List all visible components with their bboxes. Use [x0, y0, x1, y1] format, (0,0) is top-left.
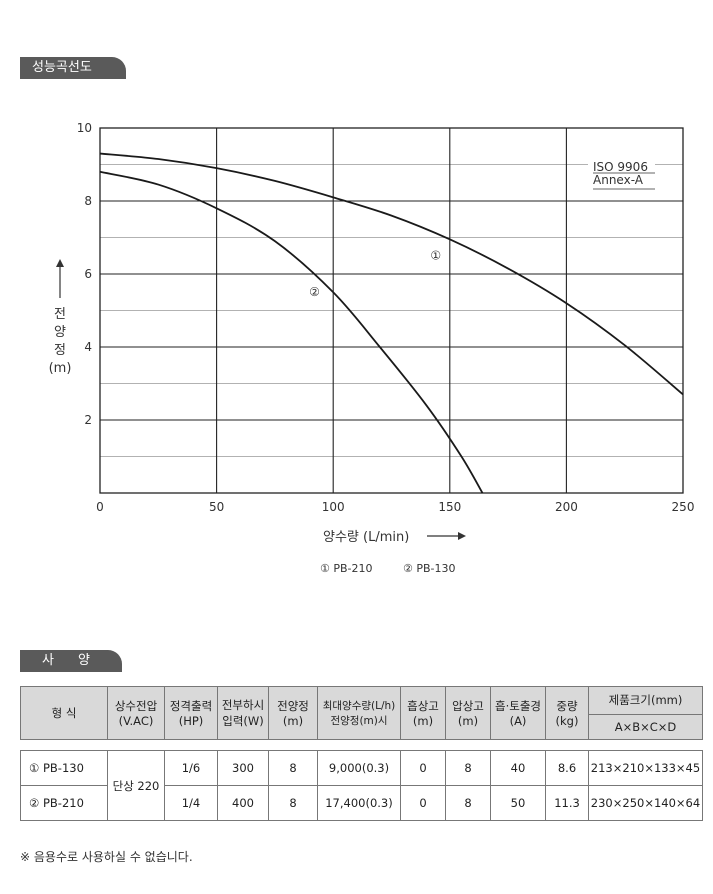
x-tick-label: 150	[438, 500, 461, 514]
cell-pressure: 8	[445, 785, 491, 821]
series-line-1	[99, 152, 684, 396]
header-rated-output: 정격출력 (HP)	[164, 686, 218, 740]
header-voltage: 상수전압 (V.AC)	[107, 686, 165, 740]
chart-grid	[99, 127, 684, 494]
cell-port: 50	[490, 785, 546, 821]
cell-size: 230×250×140×64	[588, 785, 703, 821]
header-max-flow: 최대양수량(L/h) 전양정(m)시	[317, 686, 401, 740]
header-suction: 흡상고 (m)	[400, 686, 446, 740]
y-tick-label: 8	[84, 194, 92, 208]
cell-input: 300	[217, 750, 269, 786]
cell-model: ② PB-210	[20, 785, 108, 821]
header-size-sub: A×B×C×D	[588, 713, 703, 741]
specs-section-tag: 사 양	[20, 650, 122, 672]
legend-entry: ① PB-210	[320, 562, 373, 575]
cell-voltage: 단상 220	[107, 750, 165, 821]
annotation-box	[588, 156, 655, 192]
cell-suction: 0	[400, 785, 446, 821]
x-tick-label: 250	[672, 500, 695, 514]
cell-max-flow: 9,000(0.3)	[317, 750, 401, 786]
annotation-text: ISO 9906	[593, 160, 648, 174]
cell-weight: 11.3	[545, 785, 589, 821]
header-pressure: 압상고 (m)	[445, 686, 491, 740]
usage-note: ※ 음용수로 사용하실 수 없습니다.	[20, 850, 193, 864]
y-axis-arrowhead	[56, 259, 64, 267]
curve-label-2: ②	[309, 285, 320, 299]
cell-head: 8	[268, 785, 318, 821]
y-tick-label: 6	[84, 267, 92, 281]
series-line-2	[99, 170, 484, 494]
y-axis-label: (m)	[49, 361, 72, 376]
cell-output: 1/4	[164, 785, 218, 821]
chart-curves	[99, 152, 684, 494]
cell-pressure: 8	[445, 750, 491, 786]
cell-size: 213×210×133×45	[588, 750, 703, 786]
spec-table: 형 식 상수전압 (V.AC) 정격출력 (HP) 전부하시 입력(W) 전양정 (m)…	[20, 686, 703, 821]
legend-entry: ② PB-130	[403, 562, 456, 575]
chart-ticks: 0 50 100 150 200 250 2 4 6 8 10	[77, 121, 695, 514]
x-axis-arrowhead	[458, 532, 466, 540]
table-row: ② PB-210 1/4 400 8 17,400(0.3) 0 8 50 11…	[20, 785, 703, 821]
cell-output: 1/6	[164, 750, 218, 786]
x-tick-label: 100	[322, 500, 345, 514]
cell-head: 8	[268, 750, 318, 786]
header-input: 전부하시 입력(W)	[217, 686, 269, 740]
y-axis-label: 양	[54, 325, 66, 340]
header-model: 형 식	[20, 686, 108, 740]
cell-port: 40	[490, 750, 546, 786]
y-axis-label: 전	[54, 307, 66, 322]
header-port: 흡·토출경 (A)	[490, 686, 546, 740]
performance-section-tag: 성능곡선도	[20, 57, 126, 79]
y-tick-label: 2	[84, 413, 92, 427]
annotation-text: Annex-A	[593, 173, 644, 187]
x-tick-label: 200	[555, 500, 578, 514]
cell-model: ① PB-130	[20, 750, 108, 786]
cell-weight: 8.6	[545, 750, 589, 786]
x-tick-label: 0	[96, 500, 104, 514]
cell-max-flow: 17,400(0.3)	[317, 785, 401, 821]
header-size: 제품크기(mm)	[588, 686, 703, 715]
x-tick-label: 50	[209, 500, 224, 514]
y-tick-label: 10	[77, 121, 92, 135]
header-head: 전양정 (m)	[268, 686, 318, 740]
cell-input: 400	[217, 785, 269, 821]
cell-suction: 0	[400, 750, 446, 786]
x-axis-label: 양수량 (L/min)	[323, 530, 409, 545]
y-axis-label: 정	[54, 343, 66, 358]
curve-label-1: ①	[430, 248, 441, 262]
y-tick-label: 4	[84, 340, 92, 354]
plot-frame	[99, 127, 684, 494]
header-weight: 중량 (kg)	[545, 686, 589, 740]
table-row: ① PB-130 단상 220 1/6 300 8 9,000(0.3) 0 8…	[20, 750, 703, 821]
